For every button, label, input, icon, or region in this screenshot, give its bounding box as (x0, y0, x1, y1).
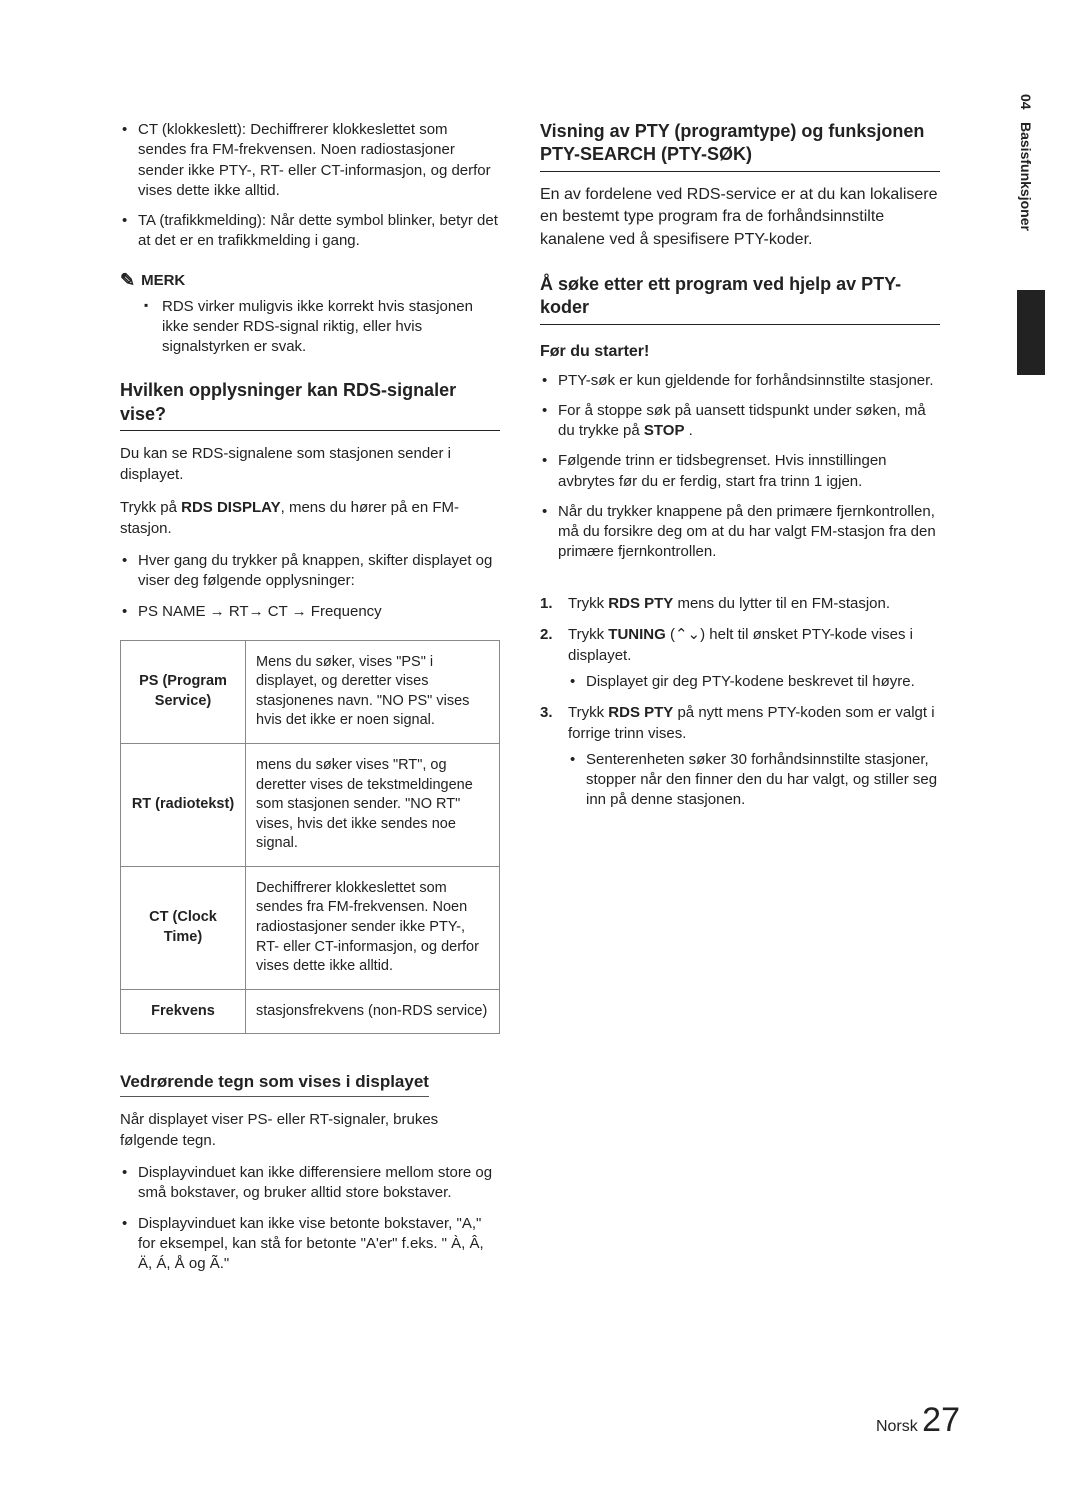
table-text-cell: mens du søker vises "RT", og deretter vi… (246, 744, 500, 867)
note-list: RDS virker muligvis ikke korrekt hvis st… (120, 297, 500, 358)
left-column: CT (klokkeslett): Dechiffrerer klokkesle… (120, 120, 500, 1284)
table-label-cell: PS (Program Service) (121, 640, 246, 743)
table-row: RT (radiotekst) mens du søker vises "RT"… (121, 744, 500, 867)
paragraph: Trykk på RDS DISPLAY, mens du hører på e… (120, 497, 500, 539)
step-item: Trykk TUNING (⌃⌄) helt til ønsket PTY-ko… (540, 624, 940, 692)
paragraph: Du kan se RDS-signalene som stasjonen se… (120, 443, 500, 485)
table-text-cell: Dechiffrerer klokkeslettet som sendes fr… (246, 866, 500, 989)
thumb-tab (1017, 290, 1045, 375)
paragraph: Når displayet viser PS- eller RT-signale… (120, 1109, 500, 1151)
table-row: CT (Clock Time) Dechiffrerer klokkeslett… (121, 866, 500, 989)
list-item: Når du trykker knappene på den primære f… (540, 502, 940, 563)
step-item: Trykk RDS PTY mens du lytter til en FM-s… (540, 593, 940, 614)
table-row: Frekvens stasjonsfrekvens (non-RDS servi… (121, 989, 500, 1034)
table-row: PS (Program Service) Mens du søker, vise… (121, 640, 500, 743)
display-bullet-list: Displayvinduet kan ikke differensiere me… (120, 1163, 500, 1274)
paragraph: En av fordelene ved RDS-service er at du… (540, 184, 940, 251)
pre-start-list: PTY-søk er kun gjeldende for forhåndsinn… (540, 371, 940, 563)
heading-pty-codes: Å søke etter ett program ved hjelp av PT… (540, 273, 940, 325)
list-item: Displayvinduet kan ikke differensiere me… (120, 1163, 500, 1204)
note-label: MERK (141, 272, 185, 289)
page-footer: Norsk 27 (876, 1401, 960, 1440)
list-item: CT (klokkeslett): Dechiffrerer klokkesle… (120, 120, 500, 201)
list-item: RDS virker muligvis ikke korrekt hvis st… (140, 297, 500, 358)
heading-before-start: Før du starter! (540, 343, 940, 361)
list-item: Displayet gir deg PTY-kodene beskrevet t… (568, 672, 940, 692)
chapter-number: 04 (1018, 94, 1034, 110)
list-item: Displayvinduet kan ikke vise betonte bok… (120, 1214, 500, 1275)
footer-lang: Norsk (876, 1418, 918, 1435)
step-item: Trykk RDS PTY på nytt mens PTY-koden som… (540, 702, 940, 811)
top-bullet-list: CT (klokkeslett): Dechiffrerer klokkesle… (120, 120, 500, 252)
table-label-cell: Frekvens (121, 989, 246, 1034)
note-header: ✎ MERK (120, 270, 500, 291)
list-item: Følgende trinn er tidsbegrenset. Hvis in… (540, 451, 940, 492)
up-icon: ⌃ (675, 626, 688, 643)
steps-list: Trykk RDS PTY mens du lytter til en FM-s… (540, 593, 940, 811)
list-item: PS NAME → RT→ CT → Frequency (120, 602, 500, 622)
heading-rds-info: Hvilken opplysninger kan RDS-signaler vi… (120, 379, 500, 431)
rds-table: PS (Program Service) Mens du søker, vise… (120, 640, 500, 1034)
list-item: For å stoppe søk på uansett tidspunkt un… (540, 401, 940, 442)
note-icon: ✎ (120, 270, 135, 291)
table-text-cell: Mens du søker, vises "PS" i displayet, o… (246, 640, 500, 743)
down-icon: ⌄ (688, 626, 701, 643)
list-item: Hver gang du trykker på knappen, skifter… (120, 551, 500, 592)
right-column: Visning av PTY (programtype) og funksjon… (540, 120, 940, 1284)
chapter-name: Basisfunksjoner (1018, 122, 1034, 231)
heading-display-chars: Vedrørende tegn som vises i displayet (120, 1072, 429, 1097)
table-text-cell: stasjonsfrekvens (non-RDS service) (246, 989, 500, 1034)
table-label-cell: RT (radiotekst) (121, 744, 246, 867)
heading-pty-search: Visning av PTY (programtype) og funksjon… (540, 120, 940, 172)
mid-bullet-list: Hver gang du trykker på knappen, skifter… (120, 551, 500, 622)
list-item: TA (trafikkmelding): Når dette symbol bl… (120, 211, 500, 252)
page-number: 27 (922, 1401, 960, 1439)
list-item: Senterenheten søker 30 forhåndsinnstilte… (568, 750, 940, 811)
list-item: PTY-søk er kun gjeldende for forhåndsinn… (540, 371, 940, 391)
table-label-cell: CT (Clock Time) (121, 866, 246, 989)
